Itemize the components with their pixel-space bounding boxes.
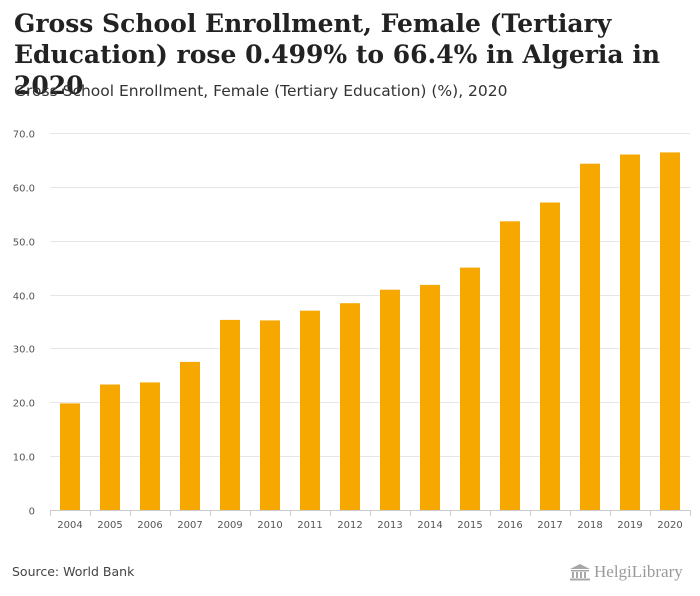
x-tick-label: 2013 xyxy=(377,520,402,531)
bar-2007 xyxy=(180,361,200,510)
x-tick-label: 2010 xyxy=(257,520,282,531)
bar-2011 xyxy=(300,310,320,510)
x-tick-label: 2015 xyxy=(457,520,482,531)
x-tick-label: 2007 xyxy=(177,520,202,531)
x-tick-label: 2019 xyxy=(617,520,642,531)
bar-2017 xyxy=(540,202,560,510)
bar-2013 xyxy=(380,289,400,510)
bar-2009 xyxy=(220,319,240,510)
chart-title: Gross School Enrollment, Female (Tertiar… xyxy=(14,9,661,100)
brand-name: HelgiLibrary xyxy=(594,562,683,581)
bar-2016 xyxy=(500,221,520,511)
y-tick-label: 70.0 xyxy=(13,130,35,141)
bar-2004 xyxy=(60,403,80,510)
x-tick-label: 2004 xyxy=(57,520,82,531)
x-tick-labels: 2004 2005 2006 2007 2009 2010 2011 2012 2013 2014… xyxy=(57,520,682,531)
bar-2014 xyxy=(420,284,440,510)
bar-2006 xyxy=(140,382,160,510)
x-axis xyxy=(50,510,691,516)
bar-2012 xyxy=(340,303,360,510)
bar-2019 xyxy=(620,154,640,510)
y-tick-label: 50.0 xyxy=(13,238,35,249)
library-building-icon xyxy=(570,564,590,581)
source-note: Source: World Bank xyxy=(12,564,135,579)
x-tick-label: 2018 xyxy=(577,520,602,531)
x-tick-label: 2017 xyxy=(537,520,562,531)
bar-2015 xyxy=(460,267,480,510)
y-tick-label: 60.0 xyxy=(13,184,35,195)
x-tick-label: 2006 xyxy=(137,520,162,531)
x-tick-label: 2011 xyxy=(297,520,322,531)
bar-series xyxy=(60,152,680,511)
y-tick-labels: 0 10.0 20.0 30.0 40.0 50.0 60.0 70.0 xyxy=(13,130,35,518)
bar-2010 xyxy=(260,320,280,510)
chart-subtitle: Gross School Enrollment, Female (Tertiar… xyxy=(14,82,508,100)
x-tick-label: 2016 xyxy=(497,520,522,531)
bar-2020 xyxy=(660,152,680,510)
helgi-library-brand[interactable]: HelgiLibrary xyxy=(568,561,683,583)
x-tick-label: 2009 xyxy=(217,520,242,531)
bar-2018 xyxy=(580,163,600,510)
x-tick-label: 2005 xyxy=(97,520,122,531)
x-tick-label: 2020 xyxy=(657,520,682,531)
bar-2005 xyxy=(100,384,120,510)
y-tick-label: 30.0 xyxy=(13,345,35,356)
y-tick-label: 10.0 xyxy=(13,453,35,464)
y-tick-label: 20.0 xyxy=(13,399,35,410)
y-tick-label: 0 xyxy=(29,507,35,518)
x-tick-label: 2012 xyxy=(337,520,362,531)
x-tick-label: 2014 xyxy=(417,520,442,531)
y-tick-label: 40.0 xyxy=(13,292,35,303)
